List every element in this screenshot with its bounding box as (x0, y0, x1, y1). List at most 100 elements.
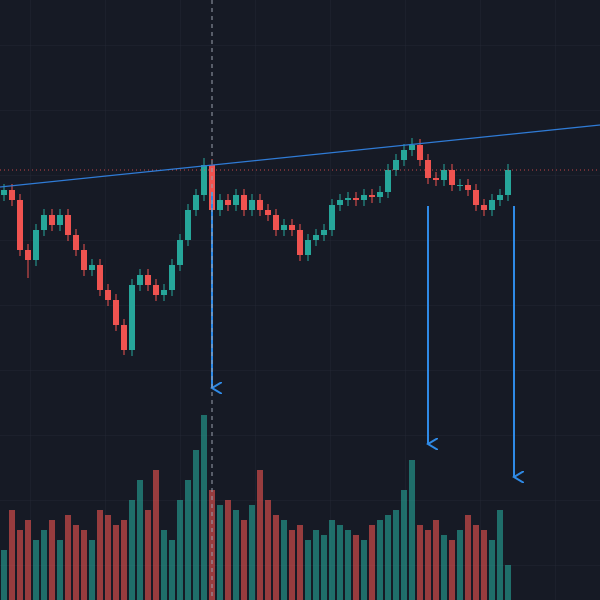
volume-bar (257, 470, 263, 600)
candle-body (1, 190, 7, 195)
volume-bar (153, 470, 159, 600)
volume-bar (33, 540, 39, 600)
candle-body (473, 190, 479, 205)
volume-bar (361, 540, 367, 600)
volume-bar (9, 510, 15, 600)
volume-bar (457, 530, 463, 600)
candle-body (393, 160, 399, 170)
candle-body (281, 225, 287, 230)
volume-bar (409, 460, 415, 600)
candle-body (273, 215, 279, 230)
candle-body (201, 165, 207, 195)
candle-body (329, 205, 335, 230)
volume-bar (81, 530, 87, 600)
volume-bar (113, 525, 119, 600)
candle-body (193, 195, 199, 210)
volume-bar (265, 500, 271, 600)
volume-bar (145, 510, 151, 600)
candle-body (489, 200, 495, 210)
candle-body (49, 215, 55, 225)
candle-body (249, 200, 255, 210)
candle-body (41, 215, 47, 230)
candle-body (313, 235, 319, 240)
volume-bar (17, 530, 23, 600)
candle-body (225, 200, 231, 205)
volume-bar (329, 520, 335, 600)
candle-body (81, 250, 87, 270)
volume-bar (321, 535, 327, 600)
volume-bar (313, 530, 319, 600)
candle-body (385, 170, 391, 192)
candle-body (297, 230, 303, 255)
candle-body (321, 230, 327, 235)
candle-body (73, 235, 79, 250)
candle-body (121, 325, 127, 350)
candle-body (505, 170, 511, 195)
volume-bar (121, 520, 127, 600)
candle-body (497, 195, 503, 200)
volume-bar (385, 515, 391, 600)
volume-bar (41, 530, 47, 600)
candle-body (369, 195, 375, 197)
candle-body (361, 195, 367, 200)
volume-bar (65, 515, 71, 600)
volume-bar (441, 535, 447, 600)
candle-body (17, 200, 23, 250)
volume-bar (345, 530, 351, 600)
candle-body (25, 250, 31, 260)
volume-bar (305, 540, 311, 600)
candle-body (457, 185, 463, 186)
volume-bar (49, 520, 55, 600)
candle-body (337, 200, 343, 205)
volume-bar (465, 515, 471, 600)
volume-bar (185, 480, 191, 600)
candle-body (185, 210, 191, 240)
volume-bar (393, 510, 399, 600)
volume-bar (425, 530, 431, 600)
candle-body (153, 285, 159, 295)
candle-body (265, 210, 271, 215)
candle-body (57, 215, 63, 225)
volume-bar (273, 515, 279, 600)
volume-bar (137, 480, 143, 600)
volume-bar (1, 550, 7, 600)
volume-bar (97, 510, 103, 600)
candle-body (345, 198, 351, 200)
volume-bar (369, 525, 375, 600)
candle-body (217, 200, 223, 210)
volume-bar (217, 505, 223, 600)
volume-bar (289, 530, 295, 600)
volume-bar (233, 510, 239, 600)
candle-body (401, 150, 407, 160)
candle-body (145, 275, 151, 285)
volume-bar (193, 450, 199, 600)
candle-body (241, 195, 247, 210)
candle-body (449, 170, 455, 185)
volume-bar (105, 515, 111, 600)
candle-body (417, 145, 423, 160)
candle-body (129, 285, 135, 350)
candle-body (289, 225, 295, 230)
volume-bar (433, 520, 439, 600)
candle-body (433, 178, 439, 180)
volume-bar (417, 525, 423, 600)
candle-body (353, 198, 359, 200)
volume-bar (473, 525, 479, 600)
candle-body (233, 195, 239, 205)
candle-body (305, 240, 311, 255)
volume-bar (129, 500, 135, 600)
volume-bar (337, 525, 343, 600)
volume-bar (297, 525, 303, 600)
candle-body (33, 230, 39, 260)
candle-body (177, 240, 183, 265)
volume-bar (505, 565, 511, 600)
candle-body (257, 200, 263, 210)
candle-body (105, 290, 111, 300)
candle-body (377, 192, 383, 197)
volume-bar (377, 520, 383, 600)
volume-bar (161, 530, 167, 600)
volume-panel (1, 415, 511, 600)
candle-body (113, 300, 119, 325)
